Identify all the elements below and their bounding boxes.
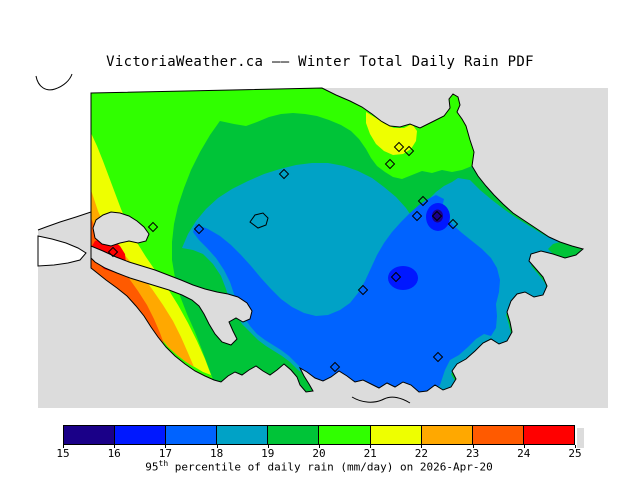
peninsula-landmass [92, 211, 150, 247]
caption-superscript: th [158, 459, 169, 468]
colorbar-tick-label: 23 [465, 447, 480, 460]
colorbar-tick-label: 16 [107, 447, 121, 460]
station-marker-diamond [403, 145, 415, 157]
contour-band-20-21-west [91, 104, 236, 382]
colorbar-tick-label: 20 [312, 447, 326, 460]
colorbar-segment [523, 426, 574, 444]
colorbar-tick-label: 21 [363, 447, 377, 460]
caption-prefix: 95 [145, 460, 159, 474]
station-marker-diamond [193, 223, 205, 235]
colorbar-tick-mark [63, 445, 64, 448]
contour-band-19-20-arm-tip [548, 242, 583, 258]
colorbar-tick-label: 19 [261, 447, 275, 460]
station-marker-diamond [384, 158, 396, 170]
inlet-channel [90, 245, 253, 346]
contour-band-23-24-west [91, 218, 164, 344]
colorbar-tick-label: 22 [414, 447, 429, 460]
colorbar-tick-mark [319, 445, 320, 448]
colorbar-tick-label: 18 [209, 447, 224, 460]
colorbar-segment [166, 426, 218, 444]
station-marker-diamond [411, 210, 423, 222]
contour-band-15-16-minimum [432, 209, 443, 223]
station-marker-diamond [390, 271, 402, 283]
contour-field [91, 88, 583, 392]
coastline-offshore-island-arc [35, 73, 73, 91]
colorbar-segment [472, 426, 524, 444]
colorbar-shadow [577, 428, 584, 448]
colorbar-tick-mark [472, 445, 474, 448]
colorbar-tick-label: 17 [158, 447, 173, 460]
colorbar-tick-mark [165, 445, 167, 448]
colorbar [63, 425, 575, 445]
colorbar-tick-mark [421, 445, 423, 448]
station-marker-diamond [431, 210, 443, 222]
colorbar-tick-mark [216, 445, 218, 448]
coastline-northwest-shore [37, 211, 92, 231]
contour-band-16-17-south-blob [388, 266, 418, 290]
inlet-water-area [37, 235, 87, 267]
contour-band-21-22-west [91, 133, 211, 375]
station-marker-diamond [432, 351, 444, 363]
colorbar-tick-label: 24 [517, 447, 531, 460]
ocean-area-northwest [38, 88, 322, 230]
lake-outline [249, 212, 269, 229]
colorbar-segment [268, 426, 320, 444]
colorbar-segment [370, 426, 422, 444]
station-marker-diamond [329, 361, 341, 373]
coastline-south-shore-detail [351, 396, 411, 404]
contour-band-17-18 [193, 195, 500, 392]
coastline-data-region [90, 87, 585, 393]
caption-text: percentile of daily rain (mm/day) on 202… [168, 460, 493, 474]
station-marker-diamond [417, 195, 429, 207]
station-marker-diamond [393, 141, 405, 153]
colorbar-segment [64, 426, 116, 444]
colorbar-tick-mark [523, 445, 525, 448]
colorbar-tick-mark [114, 445, 116, 448]
station-marker-diamond [447, 218, 459, 230]
colorbar-tick-mark [575, 445, 576, 448]
colorbar-segment [217, 426, 269, 444]
station-marker-diamond [107, 246, 119, 258]
colorbar-segment [421, 426, 473, 444]
station-marker-diamond [278, 168, 290, 180]
station-markers [107, 141, 459, 373]
colorbar-tick-mark [370, 445, 372, 448]
colorbar-segment [319, 426, 371, 444]
colorbar-tick-label: 25 [568, 447, 582, 460]
station-marker-diamond [357, 284, 369, 296]
page-title: VictoriaWeather.ca —— Winter Total Daily… [106, 54, 534, 70]
station-marker-diamond [147, 221, 159, 233]
colorbar-caption: 95th percentile of daily rain (mm/day) o… [63, 459, 575, 474]
colorbar-tick-mark [267, 445, 269, 448]
colorbar-tick-label: 15 [56, 447, 70, 460]
contour-band-21-22-north-patch [366, 112, 417, 155]
colorbar-segment [115, 426, 167, 444]
